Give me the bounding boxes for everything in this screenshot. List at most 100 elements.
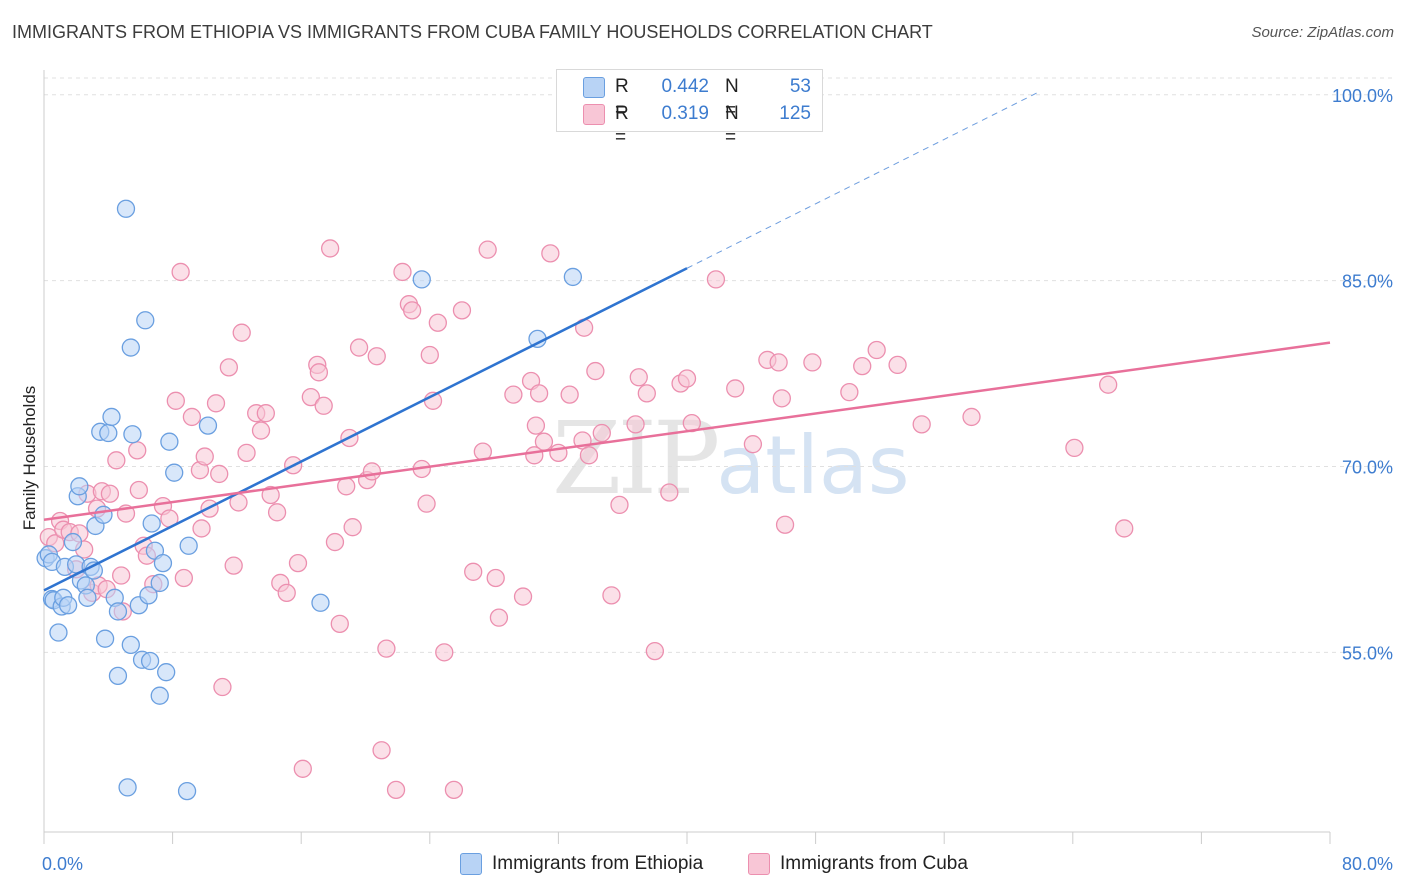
cuba-point — [128, 441, 147, 460]
ethiopia-point — [95, 629, 115, 648]
axes — [43, 70, 1330, 833]
legend-n-label: N = — [725, 76, 739, 121]
cuba-point — [579, 446, 599, 465]
y-tick-label: 85.0% — [1342, 272, 1393, 292]
ethiopia-point — [58, 596, 78, 615]
cuba-point — [743, 435, 763, 454]
ethiopia-point — [63, 532, 83, 552]
cuba-point — [261, 485, 280, 505]
cuba-point — [489, 608, 509, 627]
ethiopia-point — [142, 514, 161, 533]
ethiopia-point — [123, 425, 142, 444]
cuba-point — [349, 338, 369, 357]
ethiopia-point — [160, 432, 179, 451]
cuba-point — [402, 301, 422, 320]
ethiopia-point — [150, 686, 169, 705]
legend-n-label: N = — [725, 103, 739, 148]
cuba-point — [232, 323, 251, 342]
cuba-point — [504, 385, 523, 404]
cuba-point — [377, 639, 396, 658]
trend-lines — [43, 90, 1331, 592]
cuba-point — [171, 262, 190, 282]
ethiopia-point — [177, 781, 197, 801]
cuba-point — [602, 586, 621, 605]
cuba-point — [529, 384, 549, 403]
cuba-point — [660, 483, 679, 502]
cuba-point — [166, 391, 185, 410]
watermark-atlas: atlas — [716, 419, 910, 512]
cuba-point — [277, 583, 296, 603]
chart-title: IMMIGRANTS FROM ETHIOPIA VS IMMIGRANTS F… — [12, 22, 933, 42]
cuba-point — [251, 421, 271, 440]
x-tick-label: 80.0% — [1342, 854, 1393, 874]
cuba-point — [726, 379, 745, 398]
ethiopia-point — [118, 778, 137, 797]
ethiopia-point — [150, 573, 169, 593]
cuba-point — [586, 361, 605, 381]
ethiopia-point — [121, 338, 140, 357]
ethiopia-point — [78, 588, 97, 607]
x-axis-ticks: 0.0% 80.0% — [42, 832, 1393, 874]
cuba-point — [372, 741, 391, 760]
cuba-point — [112, 566, 131, 585]
cuba-point — [206, 394, 226, 413]
ethiopia-point — [412, 270, 431, 289]
y-axis-label: Family Households — [20, 386, 39, 531]
x-tick-label: 0.0% — [42, 854, 83, 874]
cuba-point — [464, 562, 483, 581]
cuba-point — [343, 518, 362, 537]
y-tick-label: 55.0% — [1342, 643, 1393, 663]
ethiopia-point — [116, 199, 136, 218]
cuba-point — [769, 353, 788, 372]
cuba-swatch-icon — [748, 853, 770, 875]
cuba-point — [1099, 375, 1118, 394]
legend-label-ethiopia: Immigrants from Ethiopia — [492, 853, 704, 874]
y-axis-ticks: 55.0% 70.0% 85.0% 100.0% — [1332, 86, 1393, 664]
ethiopia-point — [139, 586, 158, 605]
cuba-point — [912, 415, 931, 434]
cuba-point — [256, 404, 275, 423]
legend-r-label: R = — [615, 103, 629, 148]
cuba-point — [129, 480, 148, 500]
ethiopia-point — [49, 623, 68, 642]
ethiopia-point — [99, 423, 118, 443]
cuba-point — [867, 340, 886, 360]
ethiopia-point — [157, 663, 176, 682]
cuba-point — [393, 262, 412, 282]
cuba-point — [486, 568, 505, 588]
cuba-point — [645, 641, 664, 661]
cuba-point — [267, 503, 287, 522]
ethiopia-trend-line — [43, 267, 688, 592]
ethiopia-point — [102, 407, 121, 427]
cuba-point — [1115, 519, 1134, 538]
cuba-point — [301, 387, 320, 407]
cuba-point — [237, 443, 256, 463]
cuba-point — [526, 416, 546, 435]
cuba-point — [174, 568, 194, 588]
cuba-point — [210, 464, 229, 484]
cuba-point — [420, 345, 439, 365]
cuba-point — [610, 495, 629, 515]
ethiopia-swatch-icon — [460, 853, 482, 875]
ethiopia-point — [198, 416, 218, 435]
cuba-point — [182, 407, 202, 427]
cuba-point — [706, 270, 726, 289]
cuba-trend-line — [43, 341, 1331, 522]
cuba-point — [314, 396, 333, 415]
cuba-point — [775, 515, 795, 534]
cuba-point — [853, 356, 872, 376]
ethiopia-point — [121, 635, 140, 655]
cuba-point — [1065, 438, 1084, 458]
cuba-point — [677, 369, 697, 388]
cuba-point — [541, 244, 560, 263]
cuba-swatch-icon — [583, 104, 605, 125]
cuba-point — [362, 462, 382, 481]
cuba-point — [367, 347, 386, 366]
y-tick-label: 70.0% — [1342, 457, 1393, 477]
cuba-point — [195, 447, 214, 466]
legend-n-value: 125 — [779, 103, 811, 124]
source-label: Source: ZipAtlas.com — [1251, 24, 1394, 41]
cuba-point — [386, 780, 406, 800]
ethiopia-point — [179, 536, 198, 555]
